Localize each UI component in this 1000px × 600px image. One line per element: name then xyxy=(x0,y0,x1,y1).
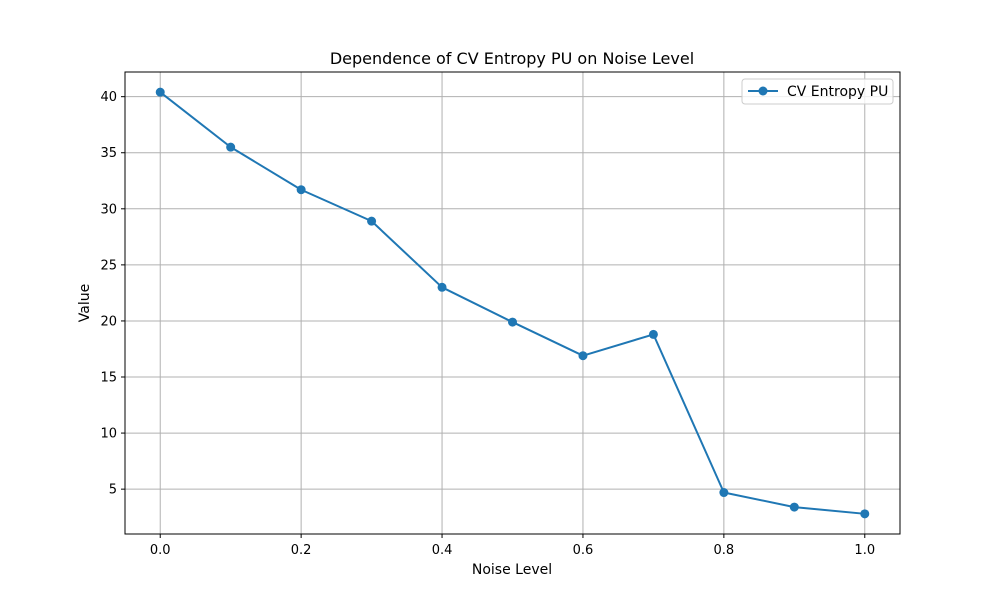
y-tick-label: 30 xyxy=(100,202,117,217)
data-point xyxy=(155,87,165,97)
data-point xyxy=(789,502,799,512)
y-tick-label: 20 xyxy=(100,314,117,329)
data-point xyxy=(508,317,517,327)
data-point xyxy=(226,142,236,152)
series-line xyxy=(159,91,865,515)
legend: CV Entropy PU xyxy=(741,78,894,105)
series-layer xyxy=(155,87,870,519)
legend-marker-swatch xyxy=(758,86,768,96)
y-tick-label: 5 xyxy=(109,483,117,498)
y-axis-label: Value xyxy=(77,284,93,322)
x-axis-label: Noise Level xyxy=(472,562,552,578)
plot-area-frame xyxy=(124,71,901,535)
data-point xyxy=(648,329,658,339)
data-point xyxy=(578,351,588,361)
legend-entry-label: CV Entropy PU xyxy=(787,84,888,100)
data-point xyxy=(437,282,447,292)
data-point xyxy=(860,509,870,519)
axis-ticks: 0.0 0.2 0.4 0.6 0.8 1.0 5 10 15 20 25 30 35 40 xyxy=(100,90,875,558)
data-point xyxy=(367,216,377,226)
y-tick-label: 15 xyxy=(100,371,117,386)
chart-title: Dependence of CV Entropy PU on Noise Lev… xyxy=(330,49,694,68)
data-point xyxy=(296,185,306,195)
data-point xyxy=(719,488,729,498)
y-tick-label: 40 xyxy=(100,90,117,105)
x-tick-label: 0.4 xyxy=(432,543,453,558)
y-tick-label: 25 xyxy=(100,258,117,273)
legend-box xyxy=(741,78,894,105)
x-tick-label: 1.0 xyxy=(854,543,875,558)
y-tick-label: 10 xyxy=(100,427,117,442)
x-tick-label: 0.6 xyxy=(573,543,594,558)
grid xyxy=(125,72,900,534)
y-tick-label: 35 xyxy=(100,146,117,161)
x-tick-label: 0.0 xyxy=(150,543,171,558)
x-tick-label: 0.2 xyxy=(291,543,312,558)
x-tick-label: 0.8 xyxy=(714,543,735,558)
